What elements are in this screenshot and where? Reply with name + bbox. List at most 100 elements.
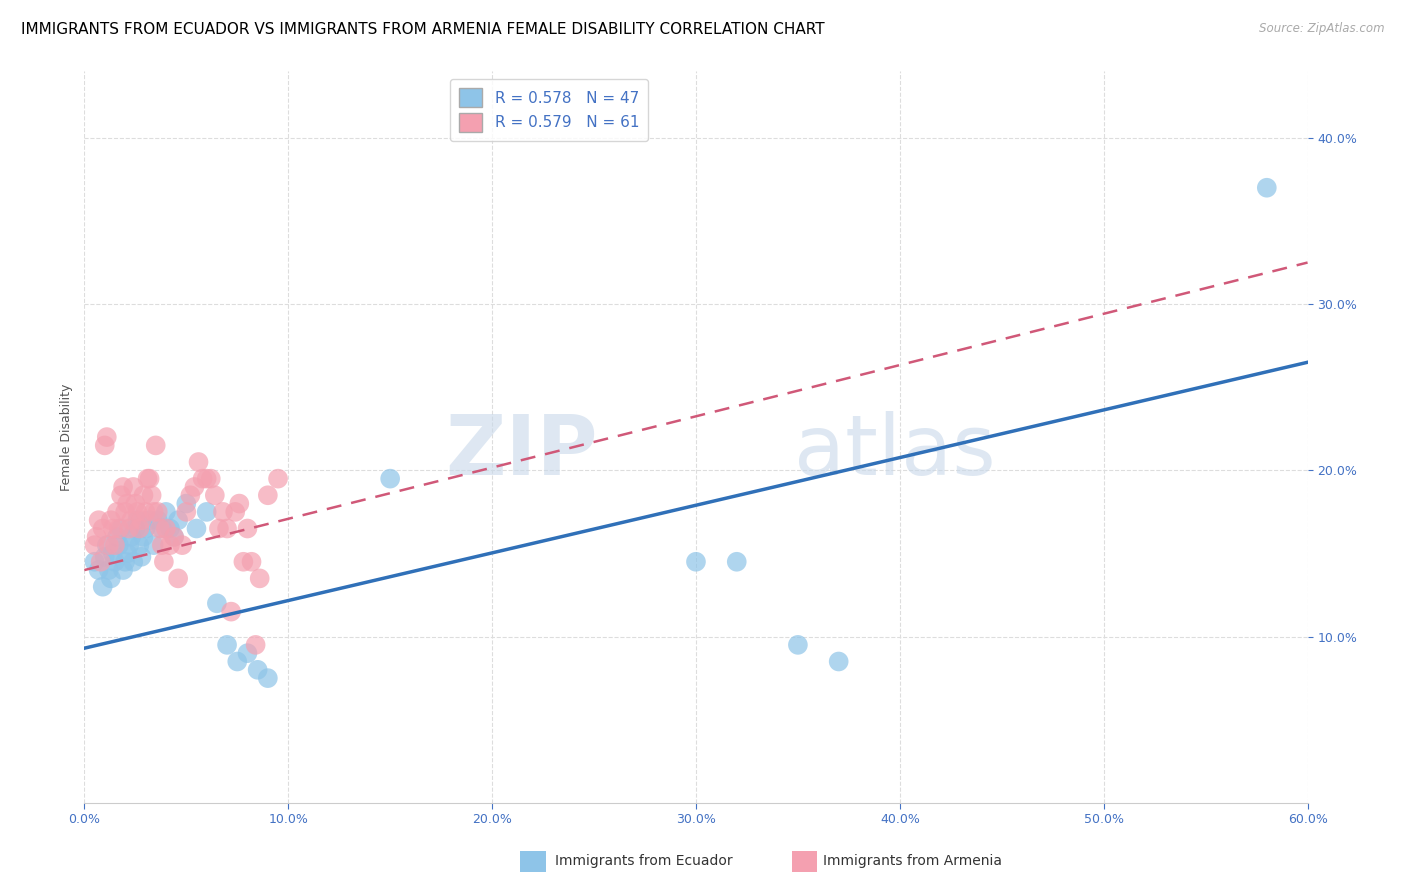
Point bbox=[83, 538, 105, 552]
Point bbox=[138, 472, 160, 486]
Point bbox=[212, 505, 235, 519]
Point bbox=[101, 546, 124, 560]
Point bbox=[245, 638, 267, 652]
Point bbox=[200, 472, 222, 486]
Text: ZIP: ZIP bbox=[446, 411, 598, 492]
Legend: R = 0.578   N = 47, R = 0.579   N = 61: R = 0.578 N = 47, R = 0.579 N = 61 bbox=[450, 79, 648, 141]
Point bbox=[131, 549, 153, 564]
Point bbox=[174, 505, 197, 519]
Point bbox=[122, 555, 145, 569]
Point bbox=[191, 472, 214, 486]
Point bbox=[217, 638, 239, 652]
Text: Immigrants from Armenia: Immigrants from Armenia bbox=[823, 854, 1001, 868]
Point bbox=[167, 571, 190, 585]
Point bbox=[159, 538, 181, 552]
Point bbox=[90, 555, 112, 569]
Point bbox=[195, 472, 218, 486]
Point bbox=[104, 538, 127, 552]
Point bbox=[128, 538, 150, 552]
Point bbox=[108, 521, 131, 535]
Point bbox=[224, 505, 246, 519]
Point bbox=[155, 505, 177, 519]
Point bbox=[91, 580, 114, 594]
Point bbox=[115, 546, 138, 560]
Point bbox=[153, 555, 176, 569]
Point bbox=[114, 505, 136, 519]
Point bbox=[135, 505, 157, 519]
Point bbox=[114, 555, 136, 569]
Text: Immigrants from Ecuador: Immigrants from Ecuador bbox=[555, 854, 733, 868]
Point bbox=[219, 605, 242, 619]
Point bbox=[122, 480, 145, 494]
Point bbox=[267, 472, 290, 486]
Point bbox=[228, 497, 250, 511]
Point bbox=[112, 480, 135, 494]
Point bbox=[115, 497, 138, 511]
Point bbox=[246, 663, 269, 677]
Point bbox=[149, 521, 172, 535]
Point bbox=[97, 563, 120, 577]
Point bbox=[110, 521, 132, 535]
Point bbox=[163, 530, 186, 544]
Point bbox=[146, 505, 169, 519]
Point bbox=[204, 488, 226, 502]
Point bbox=[120, 513, 142, 527]
Point bbox=[236, 646, 259, 660]
Point bbox=[232, 555, 254, 569]
Point bbox=[217, 521, 239, 535]
Point bbox=[96, 538, 118, 552]
Point bbox=[187, 455, 209, 469]
Point bbox=[128, 521, 150, 535]
Point bbox=[141, 488, 163, 502]
Point bbox=[131, 513, 153, 527]
Point bbox=[100, 571, 122, 585]
Point bbox=[96, 430, 118, 444]
Point bbox=[105, 505, 128, 519]
Point bbox=[167, 513, 190, 527]
Point bbox=[124, 497, 146, 511]
Point bbox=[145, 438, 167, 452]
Point bbox=[93, 549, 115, 564]
Point bbox=[93, 438, 115, 452]
Point bbox=[146, 513, 169, 527]
Point bbox=[124, 521, 146, 535]
Point bbox=[174, 497, 197, 511]
Point bbox=[127, 513, 149, 527]
Point bbox=[163, 530, 186, 544]
Point bbox=[1256, 180, 1278, 194]
Point bbox=[249, 571, 271, 585]
Point bbox=[142, 538, 165, 552]
Point bbox=[127, 505, 149, 519]
Point bbox=[142, 505, 165, 519]
Point bbox=[112, 563, 135, 577]
Point bbox=[87, 563, 110, 577]
Point bbox=[226, 655, 249, 669]
Point bbox=[136, 472, 159, 486]
Point bbox=[108, 538, 131, 552]
Point bbox=[118, 521, 141, 535]
Point bbox=[183, 480, 205, 494]
Point bbox=[120, 530, 142, 544]
Point bbox=[155, 521, 177, 535]
Point bbox=[118, 538, 141, 552]
Point bbox=[105, 530, 128, 544]
Y-axis label: Female Disability: Female Disability bbox=[60, 384, 73, 491]
Point bbox=[787, 638, 810, 652]
Point bbox=[240, 555, 263, 569]
Point bbox=[380, 472, 402, 486]
Point bbox=[725, 555, 748, 569]
Text: Source: ZipAtlas.com: Source: ZipAtlas.com bbox=[1260, 22, 1385, 36]
Point bbox=[87, 513, 110, 527]
Point bbox=[132, 488, 155, 502]
Point bbox=[83, 555, 105, 569]
Point bbox=[827, 655, 849, 669]
Point bbox=[179, 488, 201, 502]
Text: IMMIGRANTS FROM ECUADOR VS IMMIGRANTS FROM ARMENIA FEMALE DISABILITY CORRELATION: IMMIGRANTS FROM ECUADOR VS IMMIGRANTS FR… bbox=[21, 22, 825, 37]
Point bbox=[91, 521, 114, 535]
Point bbox=[257, 671, 280, 685]
Point bbox=[150, 538, 173, 552]
Text: atlas: atlas bbox=[794, 411, 995, 492]
Point bbox=[236, 521, 259, 535]
Point bbox=[195, 505, 218, 519]
Point bbox=[110, 488, 132, 502]
